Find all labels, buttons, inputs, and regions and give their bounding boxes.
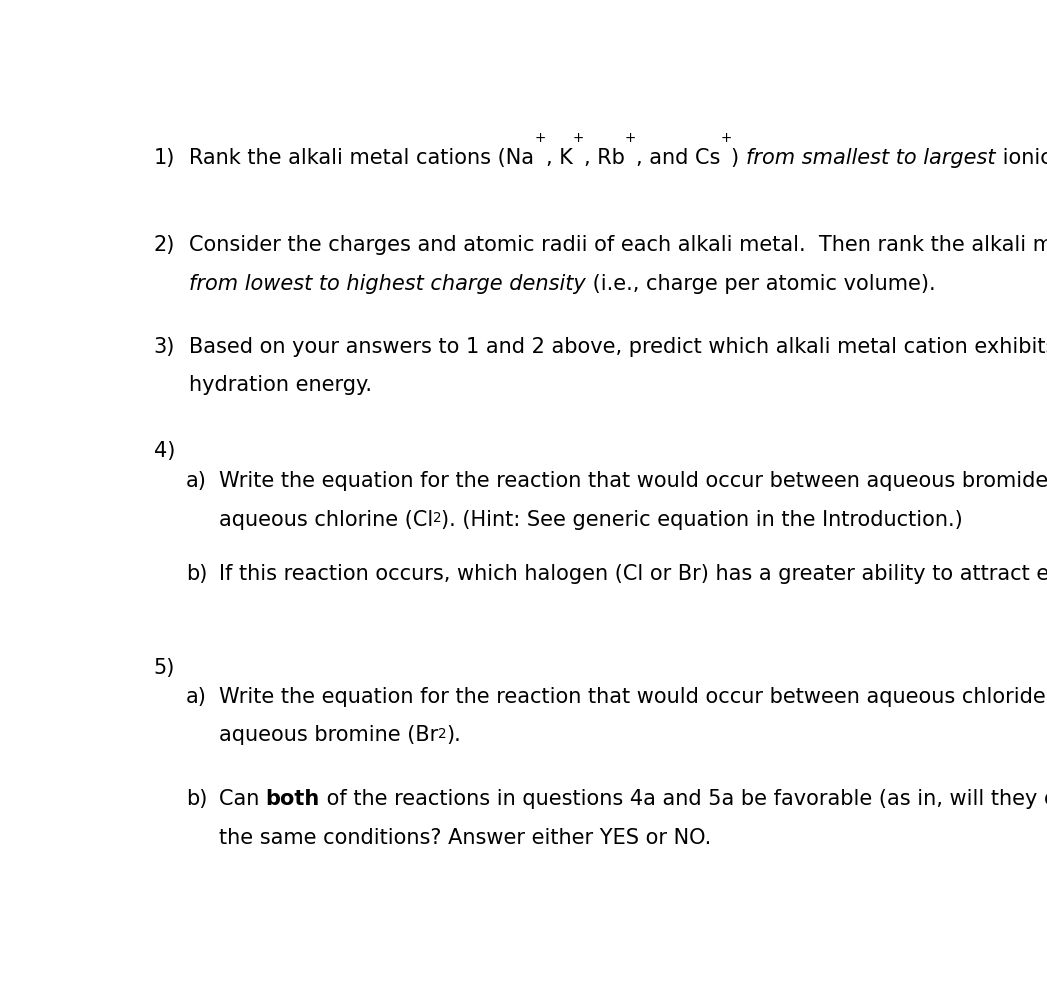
Text: from smallest to largest: from smallest to largest (747, 148, 996, 169)
Text: ). (Hint: See generic equation in the Introduction.): ). (Hint: See generic equation in the In… (442, 509, 963, 529)
Text: ionic radius.: ionic radius. (996, 148, 1047, 169)
Text: Rank the alkali metal cations (Na: Rank the alkali metal cations (Na (190, 148, 534, 169)
Text: Based on your answers to 1 and 2 above, predict which alkali metal cation exhibi: Based on your answers to 1 and 2 above, … (190, 337, 1047, 357)
Text: aqueous chlorine (Cl: aqueous chlorine (Cl (219, 509, 432, 529)
Text: ).: ). (446, 725, 461, 745)
Text: (i.e., charge per atomic volume).: (i.e., charge per atomic volume). (586, 274, 936, 294)
Text: Write the equation for the reaction that would occur between aqueous chloride: Write the equation for the reaction that… (219, 686, 1047, 707)
Text: of the reactions in questions 4a and 5a be favorable (as in, will they occur?) u: of the reactions in questions 4a and 5a … (319, 789, 1047, 809)
Text: from lowest to highest charge density: from lowest to highest charge density (190, 274, 586, 294)
Text: b): b) (186, 564, 207, 584)
Text: 2: 2 (432, 511, 442, 525)
Text: a): a) (186, 472, 207, 492)
Text: 2): 2) (154, 236, 175, 256)
Text: , and Cs: , and Cs (636, 148, 720, 169)
Text: 5): 5) (154, 658, 175, 678)
Text: 3): 3) (154, 337, 175, 357)
Text: Can: Can (219, 789, 266, 809)
Text: Write the equation for the reaction that would occur between aqueous bromide: Write the equation for the reaction that… (219, 472, 1047, 492)
Text: 4): 4) (154, 442, 175, 462)
Text: If this reaction occurs, which halogen (Cl or Br) has a greater ability to attra: If this reaction occurs, which halogen (… (219, 564, 1047, 584)
Text: b): b) (186, 789, 207, 809)
Text: , K: , K (545, 148, 573, 169)
Text: 1): 1) (154, 148, 175, 169)
Text: +: + (720, 131, 732, 145)
Text: +: + (573, 131, 583, 145)
Text: aqueous bromine (Br: aqueous bromine (Br (219, 725, 438, 745)
Text: +: + (534, 131, 545, 145)
Text: the same conditions? Answer either YES or NO.: the same conditions? Answer either YES o… (219, 827, 711, 847)
Text: ): ) (732, 148, 747, 169)
Text: a): a) (186, 686, 207, 707)
Text: both: both (266, 789, 319, 809)
Text: +: + (625, 131, 636, 145)
Text: 2: 2 (438, 727, 446, 741)
Text: hydration energy.: hydration energy. (190, 376, 373, 396)
Text: , Rb: , Rb (583, 148, 625, 169)
Text: Consider the charges and atomic radii of each alkali metal.  Then rank the alkal: Consider the charges and atomic radii of… (190, 236, 1047, 256)
